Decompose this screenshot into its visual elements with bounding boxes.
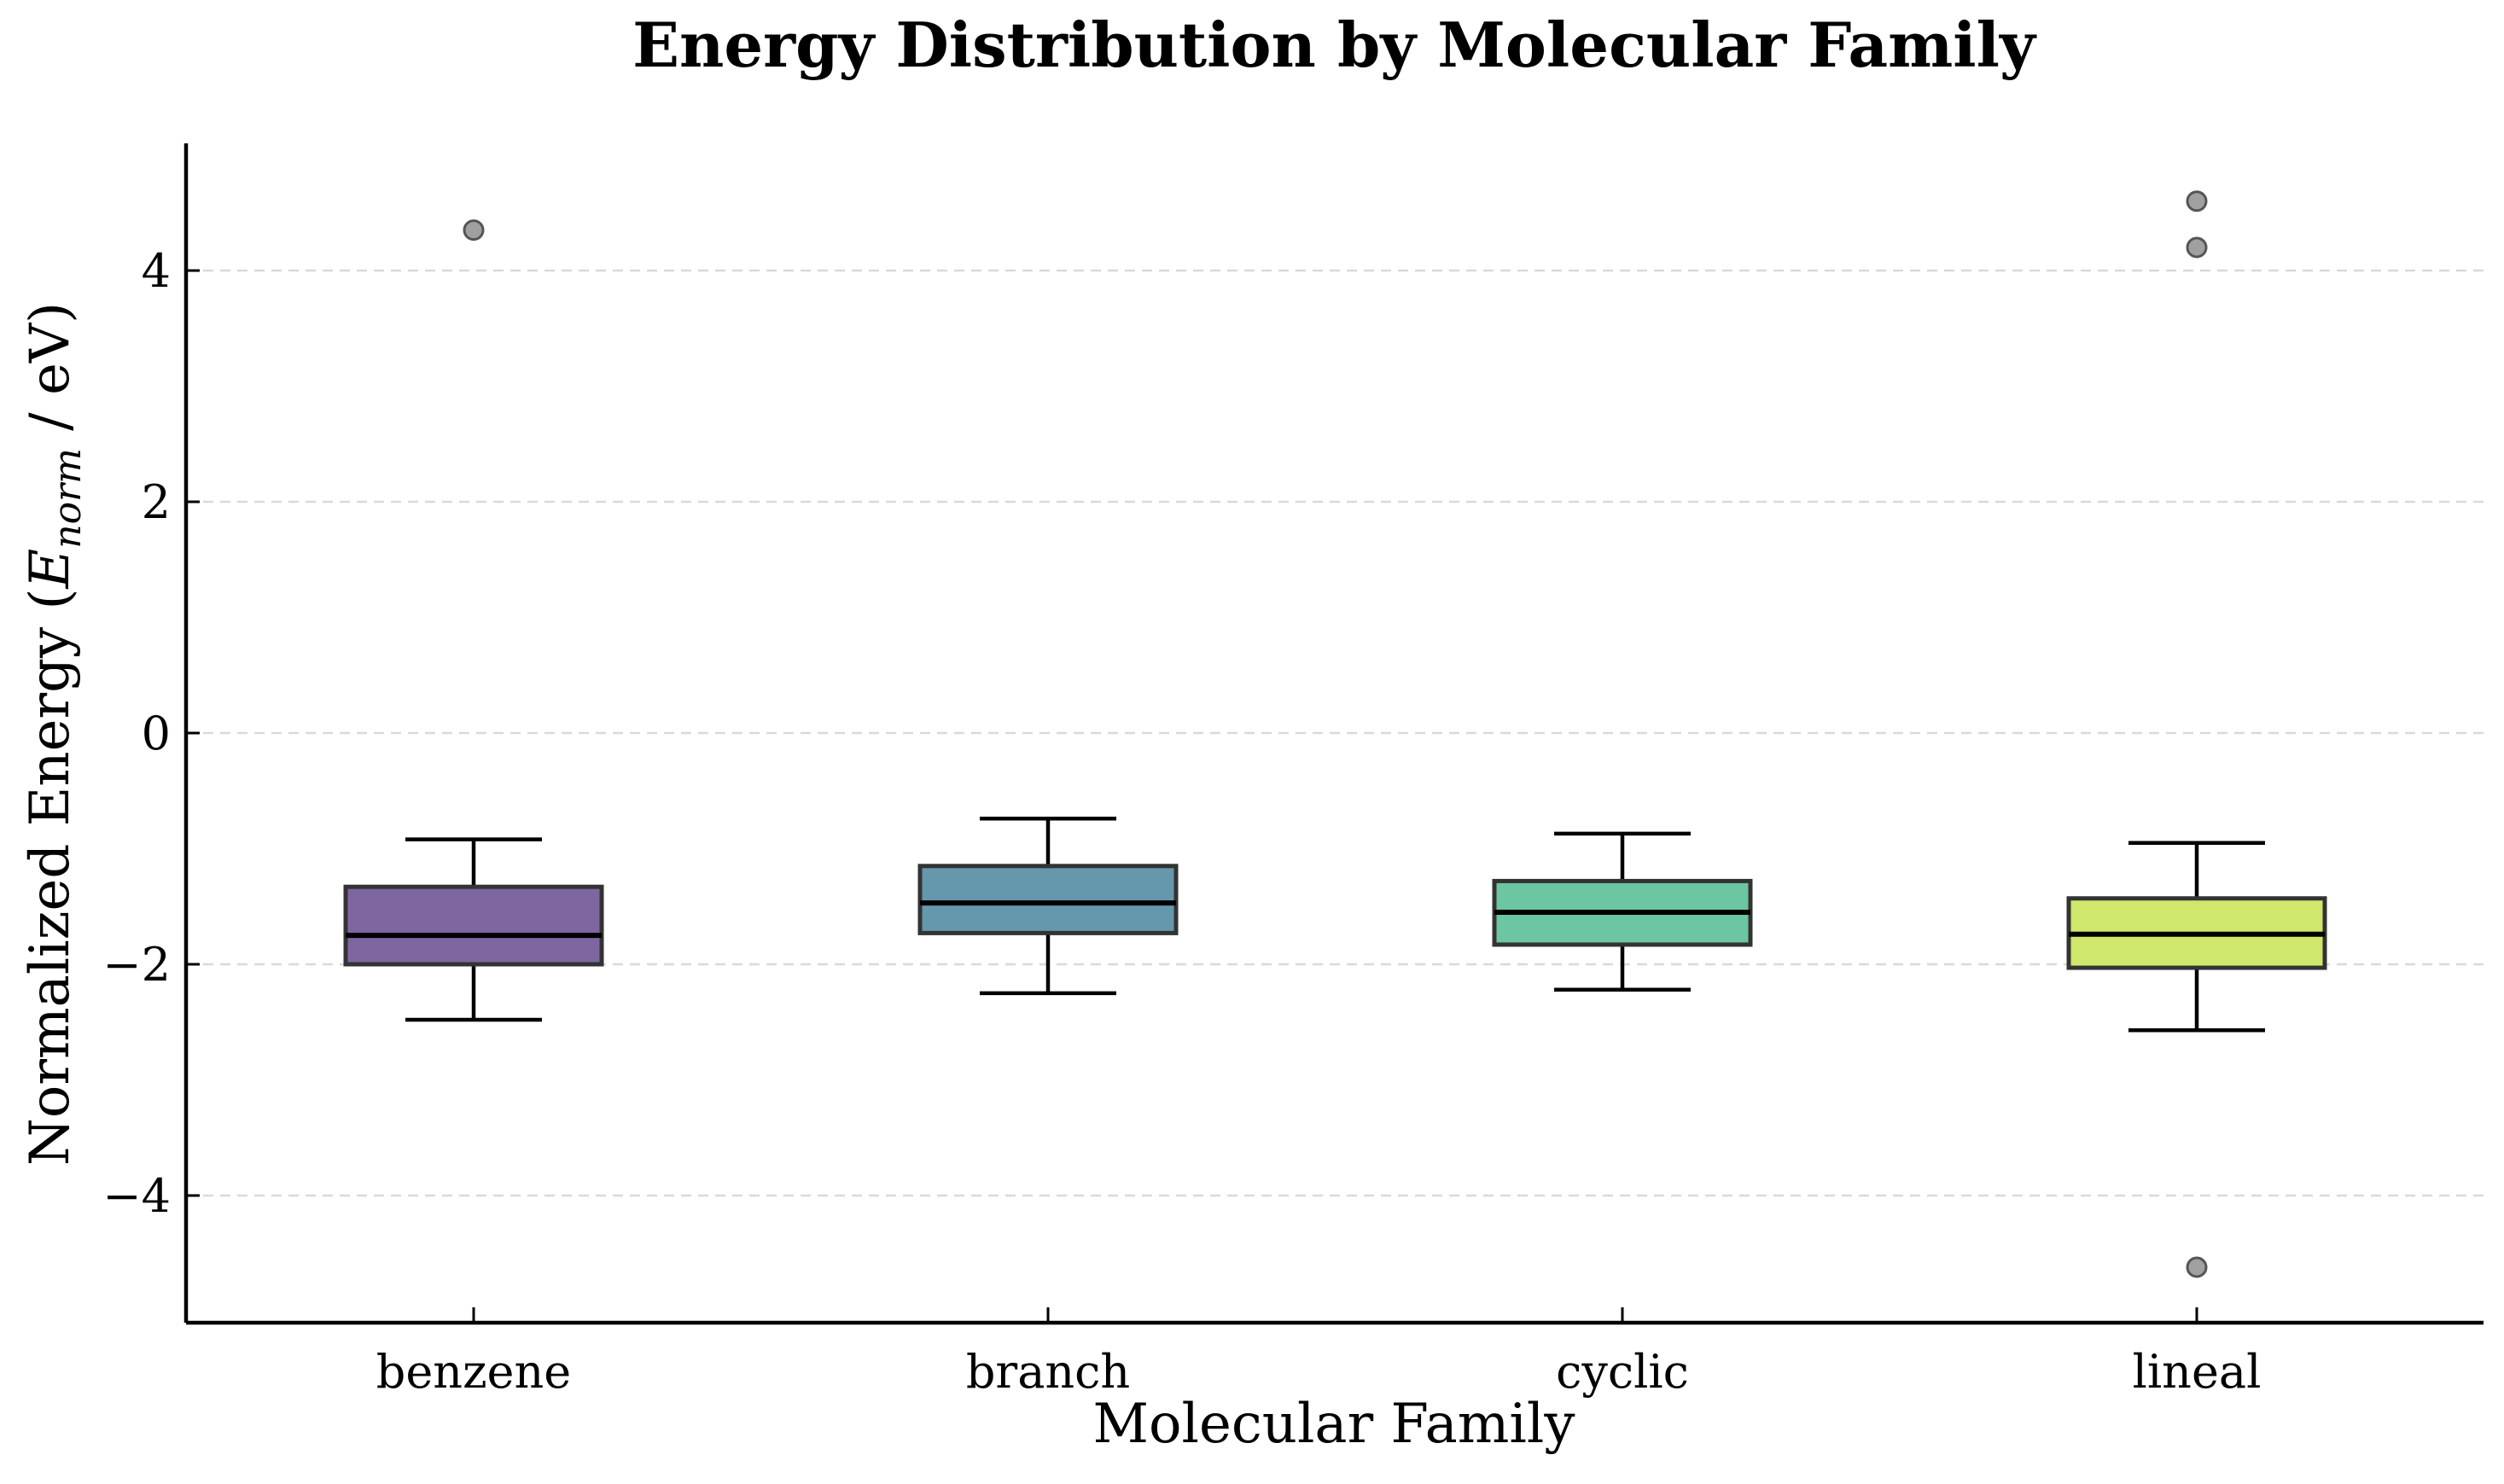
x-tick-label: branch	[966, 1345, 1130, 1399]
box-group-lineal	[2066, 190, 2327, 1278]
outlier-point	[2186, 190, 2208, 212]
x-tick-label: benzene	[376, 1345, 571, 1399]
box-group-branch	[917, 817, 1179, 996]
outlier-point	[2186, 236, 2208, 259]
y-tick-label: 2	[142, 475, 171, 529]
chart-text: Energy Distribution by Molecular Family …	[19, 9, 2037, 1456]
y-axis-label: Normalized Energy (Enorm / eV)	[19, 302, 90, 1166]
box-series	[343, 190, 2327, 1278]
outlier-point	[463, 219, 485, 242]
box-group-benzene	[343, 219, 604, 1022]
y-axis-label-symbol: E	[19, 549, 82, 590]
y-axis-label-prefix: Normalized Energy (	[19, 588, 82, 1166]
chart-title: Energy Distribution by Molecular Family	[632, 9, 2037, 81]
x-tick-label: lineal	[2133, 1345, 2262, 1399]
y-tick-label: 0	[142, 707, 171, 760]
y-axis-label-subscript: norm	[46, 448, 90, 549]
x-axis-label: Molecular Family	[1092, 1393, 1575, 1456]
box-group-cyclic	[1492, 831, 1753, 992]
y-axis-label-suffix: / eV)	[19, 302, 82, 448]
y-tick-label: −4	[102, 1169, 171, 1223]
x-tick-label: cyclic	[1556, 1345, 1689, 1399]
y-tick-label: −2	[102, 938, 171, 992]
iqr-box	[343, 884, 604, 967]
axes: −4 −2 0 2 4 benzene branch cyclic lineal	[102, 143, 2484, 1399]
y-tick-label: 4	[142, 244, 171, 298]
outlier-point	[2186, 1256, 2208, 1278]
grid-lines	[186, 269, 2484, 1197]
iqr-box	[917, 864, 1179, 935]
